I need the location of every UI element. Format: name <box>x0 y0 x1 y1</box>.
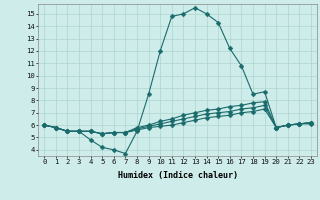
X-axis label: Humidex (Indice chaleur): Humidex (Indice chaleur) <box>118 171 238 180</box>
